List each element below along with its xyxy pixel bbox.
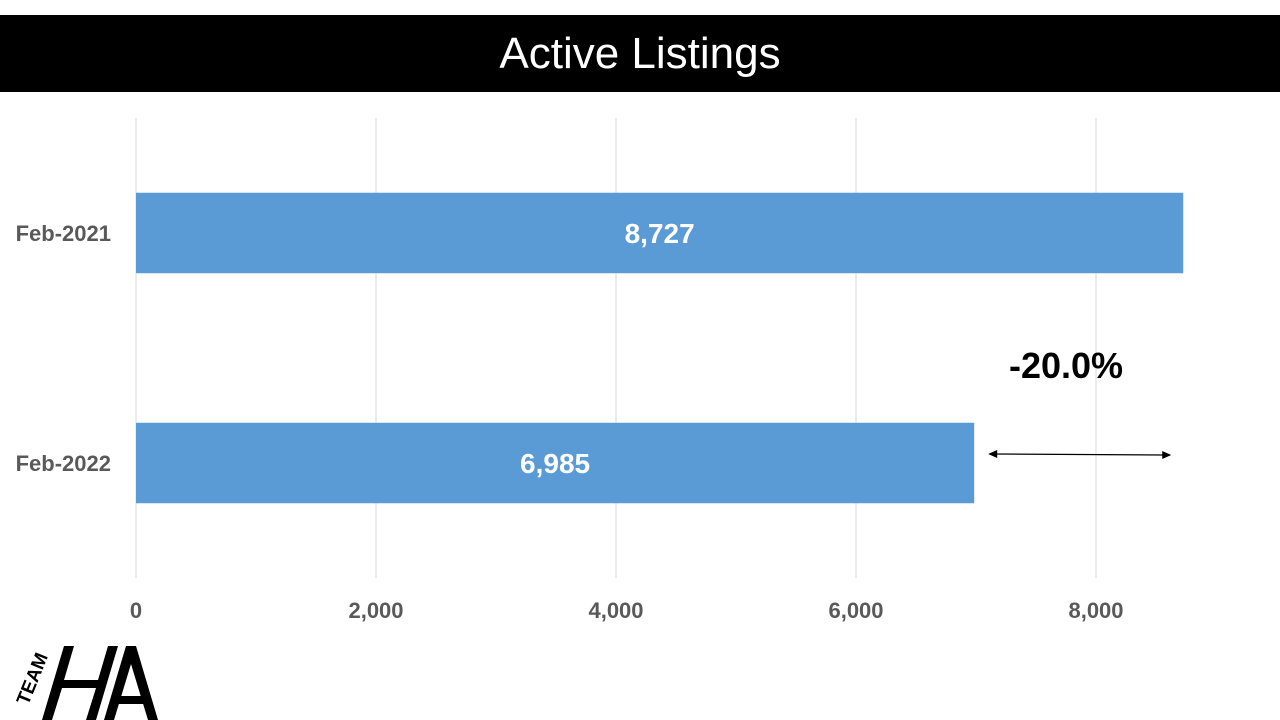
x-tick-label: 0 [130,598,142,623]
arrow-head-right [1162,451,1172,459]
x-tick-label: 4,000 [588,598,643,623]
category-labels: Feb-2021 Feb-2022 [16,221,111,476]
tick-labels: 0 2,000 4,000 6,000 8,000 [130,598,1124,623]
category-label: Feb-2022 [16,451,111,476]
gridlines [135,118,1097,578]
data-label: 8,727 [625,218,695,249]
arrow-head-left [988,450,998,458]
x-tick-label: 2,000 [348,598,403,623]
data-label: 6,985 [520,448,590,479]
x-tick-label: 8,000 [1068,598,1123,623]
page-title: Active Listings [499,28,781,78]
change-label: -20.0% [1009,345,1123,386]
change-annotation: -20.0% [988,345,1172,459]
bar [136,192,1184,274]
category-label: Feb-2021 [16,221,111,246]
x-tick-label: 6,000 [828,598,883,623]
team-ha-logo: TEAM [13,646,158,720]
title-bar: Active Listings [0,15,1280,92]
logo-h-shape [42,646,118,720]
bars: 8,727 6,985 [136,192,1184,504]
logo-team-text: TEAM [13,650,53,708]
logo-a-shape [104,646,158,720]
bar [136,422,975,504]
change-arrow [994,453,1166,456]
